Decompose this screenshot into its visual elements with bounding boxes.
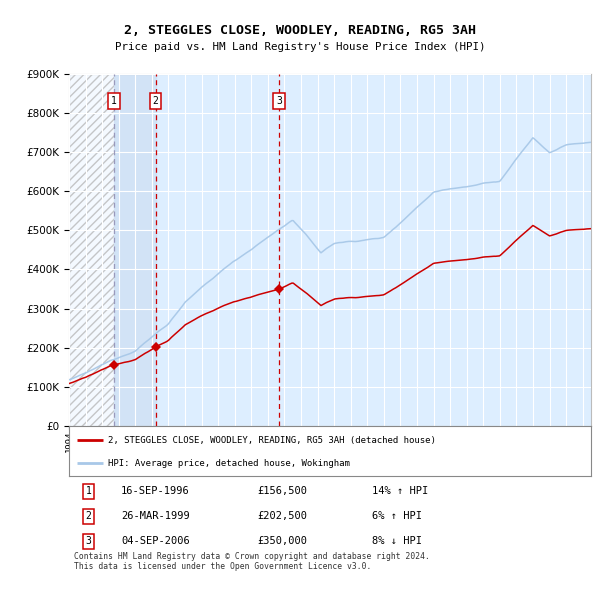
Text: 1: 1 [111,96,117,106]
Text: 14% ↑ HPI: 14% ↑ HPI [372,486,428,496]
Text: 1: 1 [85,486,91,496]
Text: Price paid vs. HM Land Registry's House Price Index (HPI): Price paid vs. HM Land Registry's House … [115,42,485,53]
Text: HPI: Average price, detached house, Wokingham: HPI: Average price, detached house, Woki… [108,459,350,468]
Text: 04-SEP-2006: 04-SEP-2006 [121,536,190,546]
Text: 26-MAR-1999: 26-MAR-1999 [121,512,190,522]
Bar [114,74,155,426]
Text: £350,000: £350,000 [257,536,307,546]
Text: 6% ↑ HPI: 6% ↑ HPI [372,512,422,522]
Text: 3: 3 [85,536,91,546]
Bar [69,74,114,426]
Text: 16-SEP-1996: 16-SEP-1996 [121,486,190,496]
Text: 3: 3 [276,96,282,106]
Text: 2: 2 [153,96,158,106]
Text: £202,500: £202,500 [257,512,307,522]
Text: 2, STEGGLES CLOSE, WOODLEY, READING, RG5 3AH: 2, STEGGLES CLOSE, WOODLEY, READING, RG5… [124,24,476,37]
Text: Contains HM Land Registry data © Crown copyright and database right 2024.
This d: Contains HM Land Registry data © Crown c… [74,552,430,571]
Text: 2, STEGGLES CLOSE, WOODLEY, READING, RG5 3AH (detached house): 2, STEGGLES CLOSE, WOODLEY, READING, RG5… [108,435,436,445]
Text: 2: 2 [85,512,91,522]
Text: £156,500: £156,500 [257,486,307,496]
Text: 8% ↓ HPI: 8% ↓ HPI [372,536,422,546]
